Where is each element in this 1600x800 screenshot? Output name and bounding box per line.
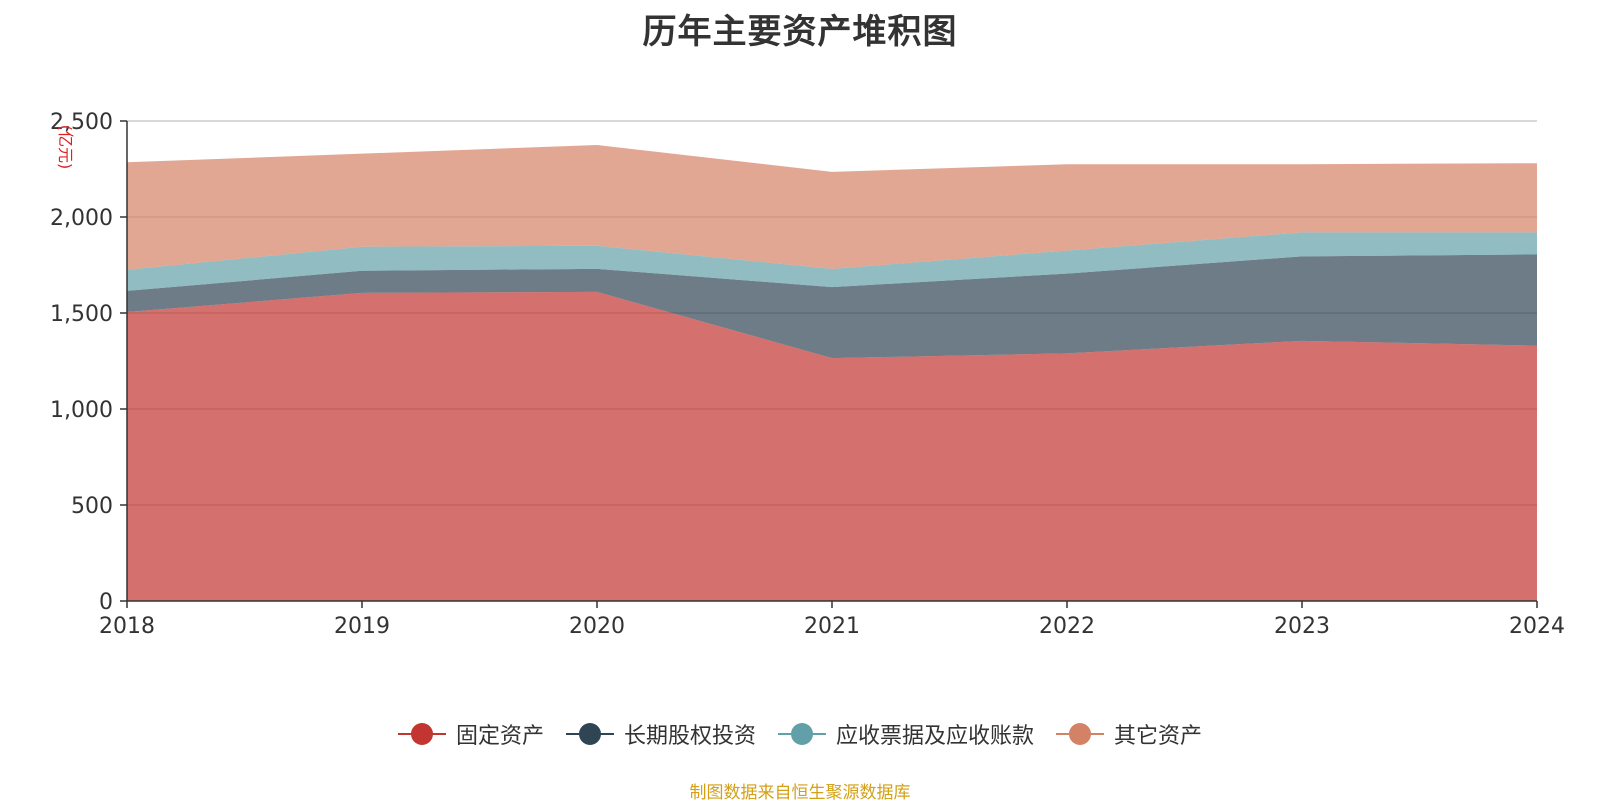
x-tick-label: 2024 <box>1509 614 1565 639</box>
legend-swatch-icon <box>397 722 446 746</box>
x-tick-label: 2023 <box>1274 614 1330 639</box>
x-tick-labels: 2018 2019 2020 2021 2022 2023 2024 <box>99 614 1565 639</box>
area-series <box>127 145 1537 601</box>
y-tick-labels: 0 500 1,000 1,500 2,000 2,500 <box>50 110 113 615</box>
source-note: 制图数据来自恒生聚源数据库 <box>689 783 911 800</box>
x-tick-label: 2022 <box>1039 614 1095 639</box>
legend-swatch-icon <box>565 722 614 746</box>
area-long-term-equity[interactable] <box>127 254 1537 359</box>
legend-label: 应收票据及应收账款 <box>836 724 1035 749</box>
x-tick-label: 2019 <box>334 614 390 639</box>
legend-item-receivables[interactable]: 应收票据及应收账款 <box>778 718 1034 750</box>
y-tick-label: 2,000 <box>50 206 113 231</box>
legend-item-other-assets[interactable]: 其它资产 <box>1056 718 1202 750</box>
x-tick-label: 2021 <box>804 614 860 639</box>
y-tick-label: 2,500 <box>50 110 113 135</box>
area-receivables[interactable] <box>127 232 1537 291</box>
chart-title: 历年主要资产堆积图 <box>642 12 958 52</box>
legend-label: 固定资产 <box>455 724 544 749</box>
area-fixed-assets[interactable] <box>127 291 1537 601</box>
axes <box>120 120 1538 608</box>
y-tick-label: 1,000 <box>50 398 113 423</box>
x-tick-label: 2020 <box>569 614 625 639</box>
legend-swatch-icon <box>1056 722 1105 746</box>
y-tick-label: 0 <box>99 590 113 615</box>
y-tick-label: 500 <box>71 494 113 519</box>
legend-item-long-term-equity[interactable]: 长期股权投资 <box>565 718 756 750</box>
legend-label: 长期股权投资 <box>623 724 756 749</box>
y-tick-label: 1,500 <box>50 302 113 327</box>
legend-item-fixed-assets[interactable]: 固定资产 <box>397 718 544 750</box>
legend: 固定资产 长期股权投资 应收票据及应收账款 其它资产 <box>0 718 1600 750</box>
x-tick-label: 2018 <box>99 614 155 639</box>
legend-swatch-icon <box>778 722 826 746</box>
area-other-assets[interactable] <box>127 145 1537 270</box>
legend-label: 其它资产 <box>1114 724 1203 749</box>
y-unit-label: (亿元) <box>56 125 75 170</box>
